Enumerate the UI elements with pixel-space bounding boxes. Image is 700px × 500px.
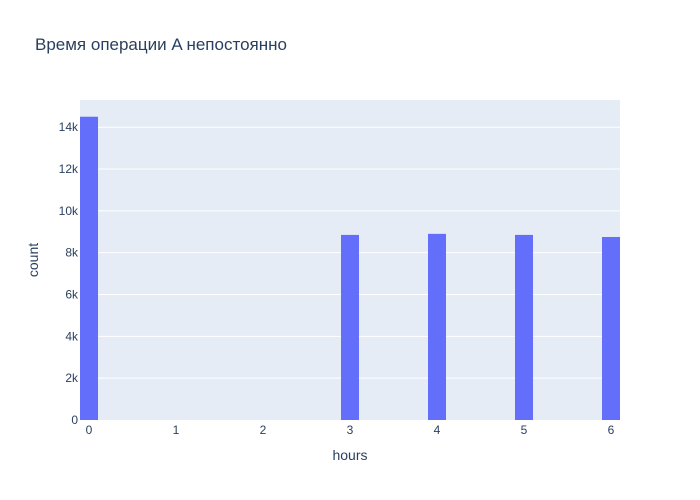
- y-tick-label: 12k: [59, 162, 79, 176]
- x-tick-label: 4: [434, 423, 441, 437]
- y-axis-ticks: 0 2k 4k 6k 8k 10k 12k 14k: [59, 120, 79, 427]
- y-tick-label: 8k: [65, 246, 79, 260]
- x-axis-ticks: 0 1 2 3 4 5 6: [86, 423, 615, 437]
- x-tick-label: 0: [86, 423, 93, 437]
- x-axis-title: hours: [332, 447, 367, 463]
- bar: [602, 236, 620, 420]
- x-tick-label: 3: [347, 423, 354, 437]
- x-tick-label: 6: [608, 423, 615, 437]
- y-axis-title: count: [25, 243, 41, 277]
- y-tick-label: 2k: [65, 371, 79, 385]
- y-tick-label: 14k: [59, 120, 79, 134]
- y-tick-label: 0: [71, 413, 78, 427]
- bar: [428, 233, 446, 420]
- y-tick-label: 6k: [65, 288, 79, 302]
- x-tick-label: 1: [173, 423, 180, 437]
- x-tick-label: 5: [521, 423, 528, 437]
- y-tick-label: 4k: [65, 329, 79, 343]
- y-tick-label: 10k: [59, 204, 79, 218]
- chart-title: Время операции A непостоянно: [35, 35, 287, 54]
- bar: [515, 234, 533, 420]
- x-tick-label: 2: [260, 423, 267, 437]
- bar: [80, 116, 98, 420]
- bar: [341, 234, 359, 420]
- bars: [80, 116, 620, 420]
